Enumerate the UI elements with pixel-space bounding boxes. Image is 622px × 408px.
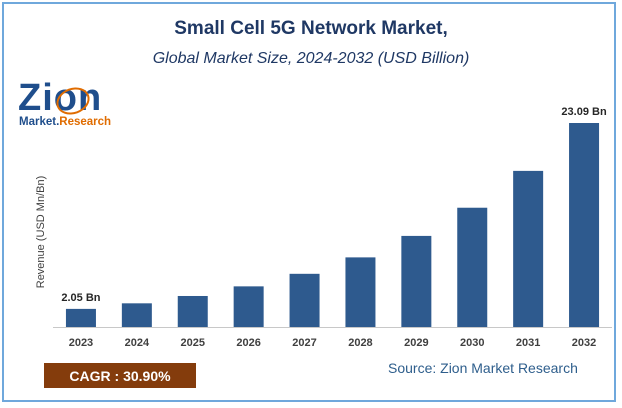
bar-2027 xyxy=(289,273,320,327)
source-note: Source: Zion Market Research xyxy=(388,360,578,376)
x-tick-label-2031: 2031 xyxy=(516,337,540,349)
bar-2026 xyxy=(233,286,264,327)
chart-title: Small Cell 5G Network Market, xyxy=(174,18,448,39)
x-tick-label-2027: 2027 xyxy=(292,337,316,349)
bar-2024 xyxy=(121,303,152,327)
x-tick-label-2025: 2025 xyxy=(181,337,205,349)
data-label-2023: 2.05 Bn xyxy=(61,292,100,304)
chart-subtitle: Global Market Size, 2024-2032 (USD Billi… xyxy=(152,50,470,67)
x-tick-label-2026: 2026 xyxy=(236,337,260,349)
x-tick-label-2032: 2032 xyxy=(572,337,596,349)
logo-sub-research: Research xyxy=(59,116,112,128)
cagr-label: CAGR : 30.90% xyxy=(69,367,171,384)
bar-2030 xyxy=(457,207,488,327)
bar-2028 xyxy=(345,257,376,327)
cagr-badge: CAGR : 30.90% xyxy=(44,363,196,388)
zion-logo: Zion Market.Research xyxy=(18,77,128,134)
bar-2031 xyxy=(513,170,544,327)
x-tick-label-2024: 2024 xyxy=(125,337,150,349)
x-tick-label-2028: 2028 xyxy=(348,337,372,349)
logo-subtitle: Market.Research xyxy=(19,116,111,128)
x-tick-label-2029: 2029 xyxy=(404,337,428,349)
bar-2025 xyxy=(177,295,208,327)
bar-2023 xyxy=(65,308,96,327)
bar-2032 xyxy=(569,123,600,327)
y-axis-label: Revenue (USD Mn/Bn) xyxy=(35,176,47,289)
x-tick-label-2023: 2023 xyxy=(69,337,93,349)
logo-sub-market: Market. xyxy=(19,116,60,128)
x-tick-label-2030: 2030 xyxy=(460,337,484,349)
logo-wordmark: Zion xyxy=(18,77,103,119)
data-label-2032: 23.09 Bn xyxy=(561,106,607,118)
bar-2029 xyxy=(401,235,432,327)
